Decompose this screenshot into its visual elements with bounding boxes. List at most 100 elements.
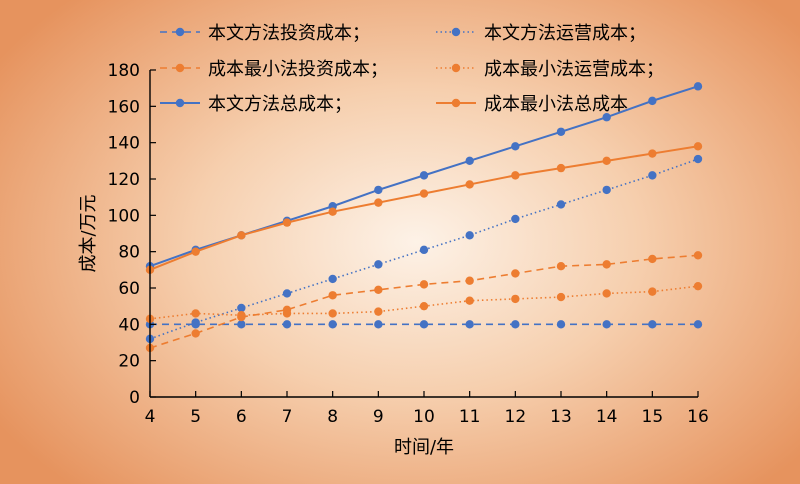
data-point <box>465 231 474 240</box>
legend-label: 成本最小法总成本 <box>484 94 628 115</box>
legend-label: 成本最小法投资成本； <box>208 59 388 80</box>
legend-item: 本文方法运营成本； <box>436 23 646 44</box>
data-point <box>374 285 383 295</box>
x-tick-label: 9 <box>373 407 384 427</box>
x-tick-label: 12 <box>505 407 527 427</box>
data-point <box>602 185 611 195</box>
data-point <box>556 292 566 302</box>
x-tick-label: 11 <box>459 407 481 427</box>
data-point <box>374 185 383 195</box>
legend-label: 成本最小法运营成本； <box>484 59 664 80</box>
y-tick-label: 140 <box>108 134 140 154</box>
data-point <box>511 214 520 224</box>
data-point <box>511 142 520 151</box>
y-tick-label: 120 <box>108 170 140 190</box>
data-point <box>556 262 566 271</box>
x-tick-label: 5 <box>190 407 201 427</box>
data-point <box>328 207 337 216</box>
legend-swatch-marker <box>451 27 461 37</box>
x-tick-label: 14 <box>596 407 618 427</box>
data-point <box>648 96 657 106</box>
data-point <box>556 320 566 329</box>
series-6 <box>145 142 703 275</box>
x-axis-title: 时间/年 <box>394 437 454 458</box>
series-2 <box>145 154 703 344</box>
data-point <box>648 254 657 264</box>
data-point <box>419 320 429 329</box>
data-point <box>693 82 703 91</box>
x-tick-label: 10 <box>413 407 435 427</box>
data-point <box>556 200 566 209</box>
legend-swatch-marker <box>451 63 461 73</box>
axes <box>149 70 698 398</box>
legend-swatch-marker <box>451 98 461 108</box>
y-tick-label: 60 <box>118 279 140 299</box>
data-point <box>419 280 429 289</box>
y-tick-label: 160 <box>108 97 140 117</box>
legend-label: 本文方法投资成本； <box>208 23 370 44</box>
data-point <box>374 198 383 207</box>
data-point <box>237 303 246 313</box>
data-point <box>556 127 566 136</box>
data-point <box>693 251 703 260</box>
x-tick-label: 6 <box>236 407 247 427</box>
data-point <box>419 189 429 198</box>
data-point <box>465 156 474 166</box>
x-tick-label: 13 <box>550 407 572 427</box>
y-tick-label: 80 <box>118 243 140 263</box>
data-point <box>648 149 657 158</box>
y-tick-label: 180 <box>108 61 140 81</box>
data-point <box>191 309 200 318</box>
data-point <box>511 320 520 329</box>
legend-item: 本文方法总成本； <box>160 94 352 115</box>
legend-swatch-marker <box>175 63 185 73</box>
data-point <box>374 320 383 329</box>
data-point <box>465 296 474 305</box>
data-point <box>648 171 657 180</box>
legend-swatch-marker <box>175 98 185 108</box>
data-point <box>465 320 474 329</box>
y-tick-label: 0 <box>129 388 140 408</box>
x-tick-label: 4 <box>145 407 156 427</box>
data-point <box>511 294 520 304</box>
data-point <box>328 309 337 318</box>
data-point <box>191 329 200 338</box>
data-point <box>419 245 429 255</box>
data-point <box>191 318 200 327</box>
data-point <box>282 289 292 298</box>
data-point <box>693 320 703 329</box>
y-tick-label: 100 <box>108 206 140 226</box>
y-axis-title: 成本/万元 <box>78 194 99 272</box>
legend-item: 成本最小法总成本 <box>436 94 628 115</box>
data-point <box>693 154 703 164</box>
series-3 <box>145 251 703 353</box>
data-point <box>602 113 611 122</box>
x-tick-label: 15 <box>642 407 664 427</box>
legend-item: 成本最小法运营成本； <box>436 59 664 80</box>
data-point <box>328 291 337 300</box>
series-line <box>149 254 699 349</box>
legend-item: 本文方法投资成本； <box>160 23 370 44</box>
x-tick-label: 16 <box>687 407 709 427</box>
series-1 <box>145 320 703 329</box>
y-tick-label: 20 <box>118 352 140 372</box>
data-point <box>282 218 292 227</box>
data-point <box>602 320 611 329</box>
plot-area <box>145 82 703 353</box>
data-point <box>465 180 474 189</box>
x-tick-label: 8 <box>327 407 338 427</box>
data-point <box>328 320 337 329</box>
data-point <box>648 287 657 296</box>
legend: 本文方法投资成本； 本文方法运营成本； 成本最小法投资成本； 成本最小法运营成本； 本文… <box>160 23 664 115</box>
data-point <box>511 171 520 180</box>
data-point <box>374 260 383 269</box>
data-point <box>237 320 246 329</box>
x-tick-label: 7 <box>282 407 293 427</box>
data-point <box>191 247 200 256</box>
legend-item: 成本最小法投资成本； <box>160 59 388 80</box>
data-point <box>237 231 246 240</box>
data-point <box>419 171 429 180</box>
x-ticks: 4 5 6 7 8 9 10 11 12 13 14 15 16 <box>145 391 709 427</box>
